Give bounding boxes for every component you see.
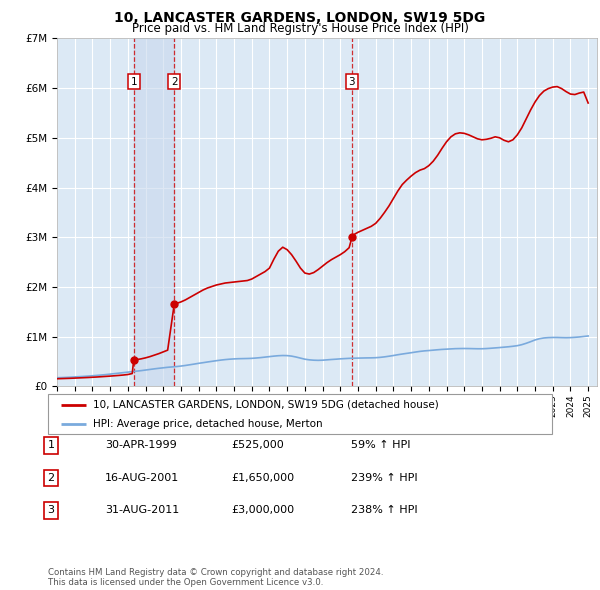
Text: 2: 2 [171, 77, 178, 87]
Text: 10, LANCASTER GARDENS, LONDON, SW19 5DG (detached house): 10, LANCASTER GARDENS, LONDON, SW19 5DG … [94, 400, 439, 410]
Text: HPI: Average price, detached house, Merton: HPI: Average price, detached house, Mert… [94, 419, 323, 428]
Text: 3: 3 [47, 506, 55, 515]
Text: 2: 2 [47, 473, 55, 483]
Text: 16-AUG-2001: 16-AUG-2001 [105, 473, 179, 483]
Text: 31-AUG-2011: 31-AUG-2011 [105, 506, 179, 515]
Text: £525,000: £525,000 [231, 441, 284, 450]
FancyBboxPatch shape [48, 394, 552, 434]
Text: 1: 1 [47, 441, 55, 450]
Text: 30-APR-1999: 30-APR-1999 [105, 441, 177, 450]
Text: Price paid vs. HM Land Registry's House Price Index (HPI): Price paid vs. HM Land Registry's House … [131, 22, 469, 35]
Text: 10, LANCASTER GARDENS, LONDON, SW19 5DG: 10, LANCASTER GARDENS, LONDON, SW19 5DG [115, 11, 485, 25]
Bar [134, 38, 174, 386]
Text: £1,650,000: £1,650,000 [231, 473, 294, 483]
Text: 239% ↑ HPI: 239% ↑ HPI [351, 473, 418, 483]
Text: 238% ↑ HPI: 238% ↑ HPI [351, 506, 418, 515]
Text: 59% ↑ HPI: 59% ↑ HPI [351, 441, 410, 450]
Text: Contains HM Land Registry data © Crown copyright and database right 2024.
This d: Contains HM Land Registry data © Crown c… [48, 568, 383, 587]
Text: 3: 3 [349, 77, 355, 87]
Text: 1: 1 [130, 77, 137, 87]
Text: £3,000,000: £3,000,000 [231, 506, 294, 515]
